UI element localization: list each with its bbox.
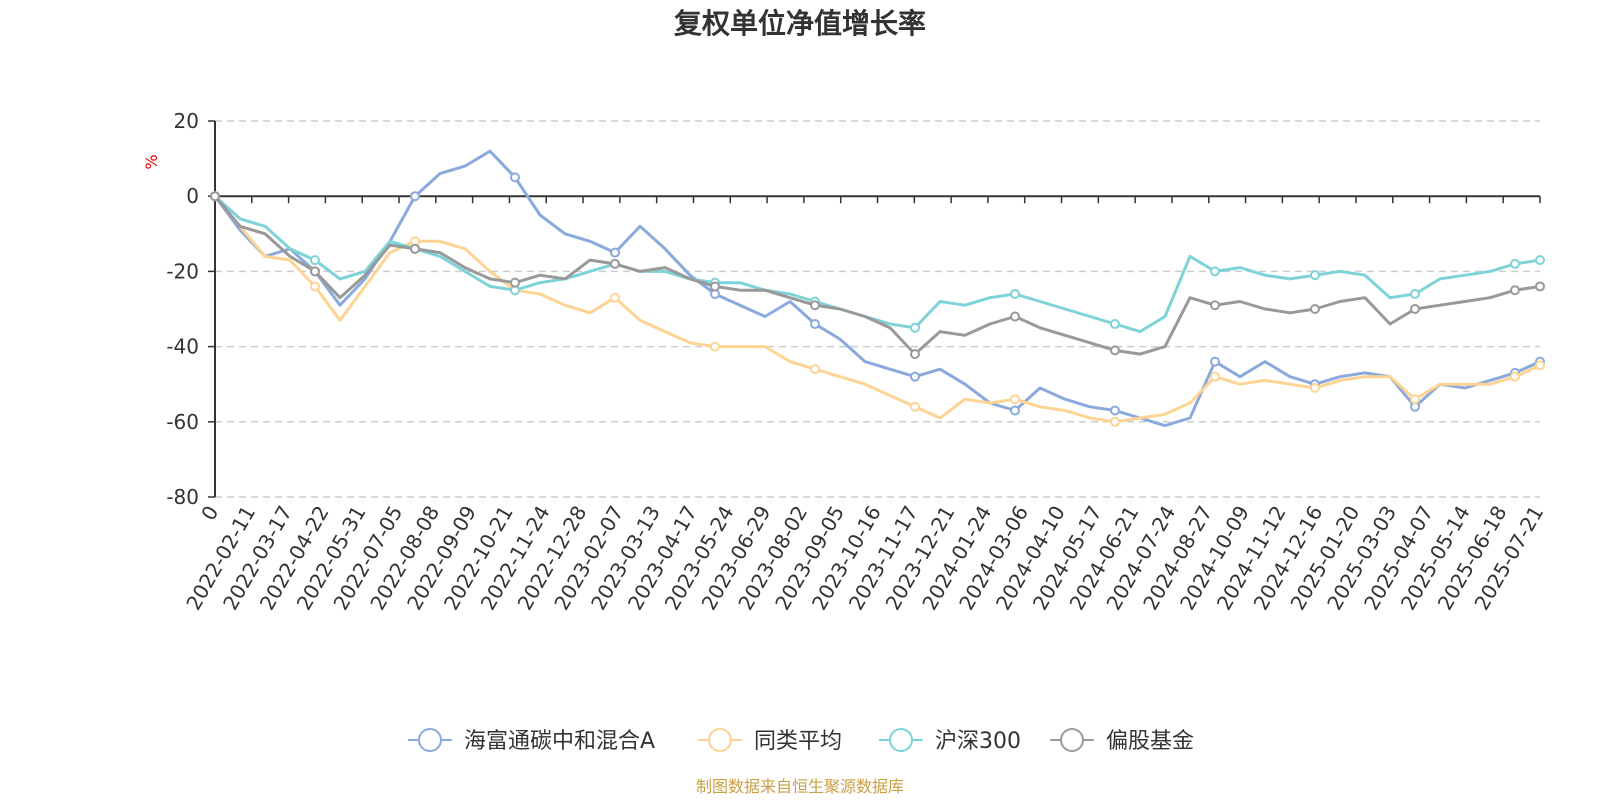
data-point — [210, 191, 220, 202]
data-point — [1410, 304, 1420, 314]
data-point — [1310, 382, 1320, 393]
data-point — [810, 364, 820, 375]
data-point — [610, 247, 620, 258]
grid-lines — [215, 120, 1540, 498]
series-lines — [210, 149, 1545, 428]
legend-item[interactable]: 海富通碳中和混合A — [408, 728, 655, 754]
legend-label: 沪深300 — [935, 729, 1021, 754]
data-point — [610, 258, 620, 269]
legend-item[interactable]: 偏股基金 — [1050, 728, 1194, 754]
legend-label: 海富通碳中和混合A — [464, 729, 655, 754]
data-point — [710, 281, 720, 292]
data-point — [1210, 300, 1220, 311]
legend-circle-icon — [889, 728, 913, 752]
legend-item[interactable]: 同类平均 — [698, 728, 842, 754]
data-point — [910, 349, 920, 360]
legend-item[interactable]: 沪深300 — [879, 728, 1021, 754]
y-tick-label: -60 — [166, 410, 199, 434]
data-point — [310, 266, 320, 277]
series-line — [213, 195, 1541, 424]
data-point — [810, 319, 820, 330]
series-0 — [210, 149, 1545, 428]
y-tick-label: -20 — [166, 259, 199, 283]
legend-circle-icon — [708, 728, 732, 752]
data-point — [710, 341, 720, 352]
data-point — [1510, 371, 1520, 382]
series-line — [213, 195, 1541, 334]
data-point — [910, 401, 920, 412]
data-point — [810, 300, 820, 311]
data-point — [1535, 255, 1545, 266]
chart-title: 复权单位净值增长率 — [674, 7, 926, 40]
source-note: 制图数据来自恒生聚源数据库 — [696, 777, 904, 796]
data-point — [1110, 319, 1120, 330]
data-point — [1210, 356, 1220, 367]
data-point — [1535, 360, 1545, 371]
data-point — [510, 172, 520, 183]
data-point — [1010, 405, 1020, 416]
series-1 — [210, 191, 1545, 427]
legend-label: 同类平均 — [754, 729, 842, 754]
y-tick-label: -40 — [166, 335, 199, 359]
data-point — [310, 255, 320, 266]
data-point — [1310, 304, 1320, 314]
data-point — [1410, 394, 1420, 405]
data-point — [610, 292, 620, 303]
y-tick-label: -80 — [166, 485, 199, 509]
y-tick-label: 0 — [186, 184, 199, 208]
data-point — [510, 277, 520, 288]
data-point — [1110, 345, 1120, 356]
data-point — [1510, 258, 1520, 269]
legend-circle-icon — [418, 728, 442, 752]
data-point — [910, 371, 920, 382]
data-point — [1010, 288, 1020, 299]
x-tick-label: 0 — [196, 502, 223, 525]
legend[interactable]: 海富通碳中和混合A 同类平均 沪深300 偏股基金 — [408, 728, 1194, 754]
y-tick-label: 20 — [174, 109, 199, 133]
y-axis-unit: % — [142, 154, 161, 169]
data-point — [1410, 288, 1420, 299]
data-point — [1110, 416, 1120, 427]
data-point — [1210, 266, 1220, 277]
legend-label: 偏股基金 — [1106, 729, 1194, 754]
data-point — [1310, 270, 1320, 281]
data-point — [1535, 281, 1545, 292]
data-point — [410, 191, 420, 202]
data-point — [1210, 371, 1220, 382]
axes: 200-20-40-60-8002022-02-112022-03-172022… — [166, 109, 1548, 614]
data-point — [1510, 285, 1520, 296]
data-point — [1110, 405, 1120, 416]
series-line — [213, 195, 1541, 356]
data-point — [410, 243, 420, 254]
data-point — [310, 281, 320, 292]
legend-circle-icon — [1060, 728, 1084, 752]
data-point — [1010, 311, 1020, 322]
series-2 — [210, 191, 1545, 334]
data-point — [1010, 394, 1020, 405]
data-point — [910, 322, 920, 333]
series-3 — [210, 191, 1545, 360]
